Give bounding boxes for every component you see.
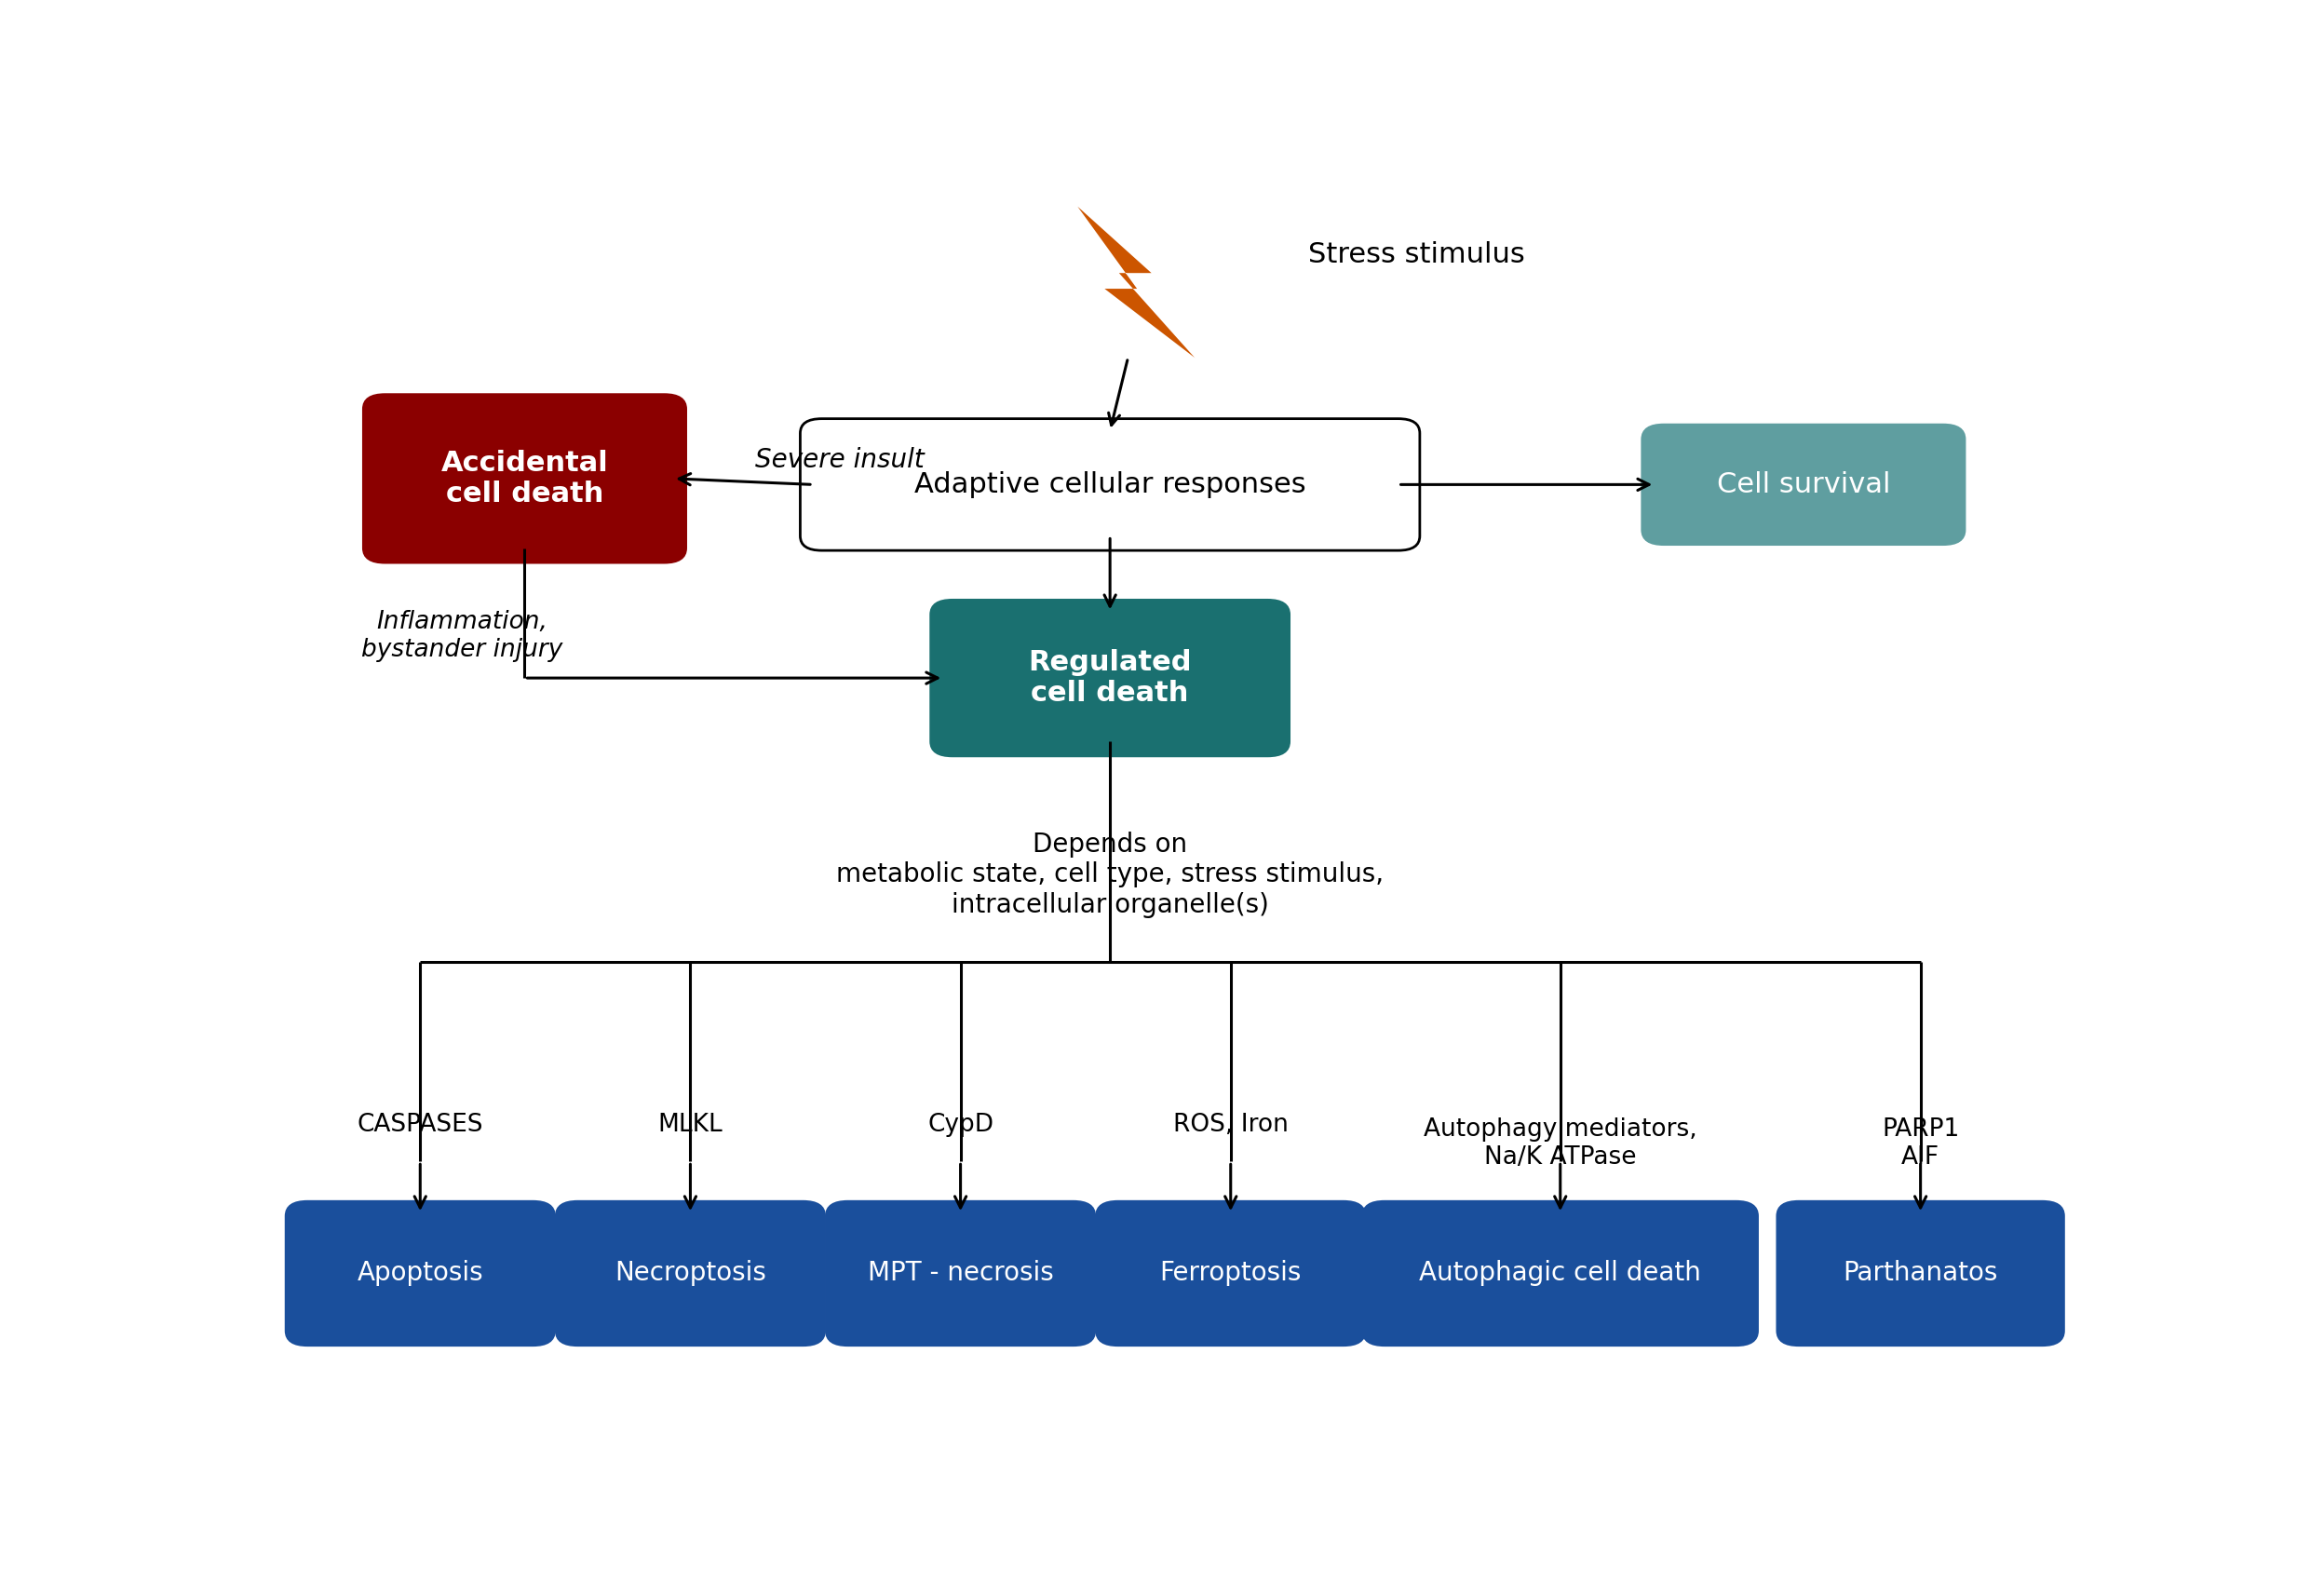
Text: Stress stimulus: Stress stimulus — [1308, 242, 1525, 268]
Text: MPT - necrosis: MPT - necrosis — [867, 1261, 1053, 1286]
Text: Accidental
cell death: Accidental cell death — [442, 449, 609, 507]
FancyBboxPatch shape — [1364, 1201, 1757, 1345]
Text: Regulated
cell death: Regulated cell death — [1027, 648, 1192, 706]
FancyBboxPatch shape — [1097, 1201, 1364, 1345]
Text: MLKL: MLKL — [658, 1113, 723, 1137]
Text: Severe insult: Severe insult — [755, 447, 925, 474]
Text: Necroptosis: Necroptosis — [614, 1261, 767, 1286]
Text: Apoptosis: Apoptosis — [358, 1261, 483, 1286]
FancyBboxPatch shape — [932, 600, 1290, 757]
Text: CypD: CypD — [927, 1113, 995, 1137]
Text: ROS, Iron: ROS, Iron — [1174, 1113, 1287, 1137]
Text: Parthanatos: Parthanatos — [1843, 1261, 1999, 1286]
FancyBboxPatch shape — [1778, 1201, 2064, 1345]
Text: Inflammation,
bystander injury: Inflammation, bystander injury — [360, 609, 562, 663]
FancyBboxPatch shape — [799, 419, 1420, 551]
Text: Cell survival: Cell survival — [1717, 471, 1889, 498]
Text: Adaptive cellular responses: Adaptive cellular responses — [913, 471, 1306, 498]
Text: PARP1
AIF: PARP1 AIF — [1882, 1118, 1959, 1170]
FancyBboxPatch shape — [1643, 425, 1964, 545]
FancyBboxPatch shape — [363, 394, 686, 562]
FancyBboxPatch shape — [555, 1201, 825, 1345]
FancyBboxPatch shape — [286, 1201, 555, 1345]
Text: Autophagic cell death: Autophagic cell death — [1420, 1261, 1701, 1286]
Polygon shape — [1078, 207, 1195, 358]
FancyBboxPatch shape — [827, 1201, 1095, 1345]
Text: Autophagy mediators,
Na/K ATPase: Autophagy mediators, Na/K ATPase — [1425, 1118, 1697, 1170]
Text: Depends on
metabolic state, cell type, stress stimulus,
intracellular organelle(: Depends on metabolic state, cell type, s… — [837, 832, 1383, 918]
Text: Ferroptosis: Ferroptosis — [1160, 1261, 1301, 1286]
Text: CASPASES: CASPASES — [358, 1113, 483, 1137]
